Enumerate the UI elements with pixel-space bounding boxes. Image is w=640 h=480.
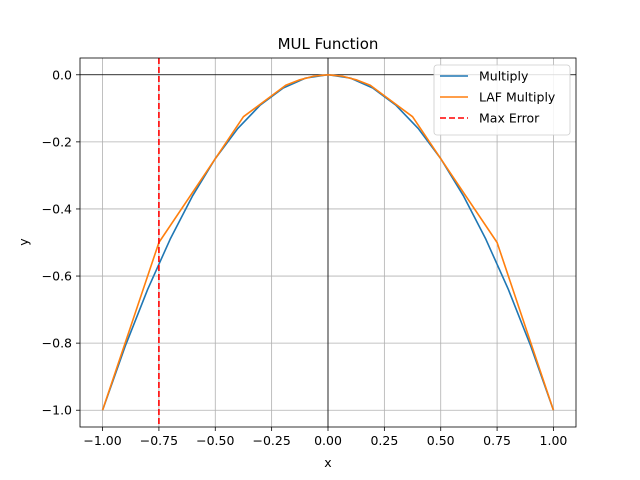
y-tick-label: 0.0 xyxy=(52,67,72,82)
x-axis-label: x xyxy=(324,455,331,470)
series-line-laf-multiply xyxy=(101,73,555,411)
legend-entry: Multiply xyxy=(479,69,529,84)
y-tick-label: −1.0 xyxy=(42,403,72,418)
y-tick-label: −0.4 xyxy=(42,201,72,216)
series-layer xyxy=(101,58,555,427)
legend-entry: LAF Multiply xyxy=(479,90,556,105)
x-tick-label: 0.25 xyxy=(370,433,398,448)
legend: Multiply LAF Multiply Max Error xyxy=(433,64,571,136)
x-tick-label: −0.25 xyxy=(252,433,290,448)
y-axis: 0.0 −0.2 −0.4 −0.6 −0.8 −1.0 xyxy=(42,67,80,418)
x-axis: −1.00 −0.75 −0.50 −0.25 0.00 0.25 0.50 0.75 1.00 xyxy=(83,427,567,448)
chart-title: MUL Function xyxy=(278,35,379,53)
y-tick-label: −0.6 xyxy=(42,269,72,284)
y-tick-label: −0.2 xyxy=(42,134,72,149)
legend-entry: Max Error xyxy=(479,111,540,126)
x-tick-label: 0.50 xyxy=(427,433,455,448)
x-tick-label: −0.75 xyxy=(140,433,178,448)
x-tick-label: 0.00 xyxy=(314,433,342,448)
x-tick-label: 0.75 xyxy=(483,433,511,448)
x-tick-label: 1.00 xyxy=(540,433,568,448)
y-axis-label: y xyxy=(16,238,31,246)
y-tick-label: −0.8 xyxy=(42,336,72,351)
x-tick-label: −0.50 xyxy=(196,433,234,448)
x-tick-label: −1.00 xyxy=(83,433,121,448)
